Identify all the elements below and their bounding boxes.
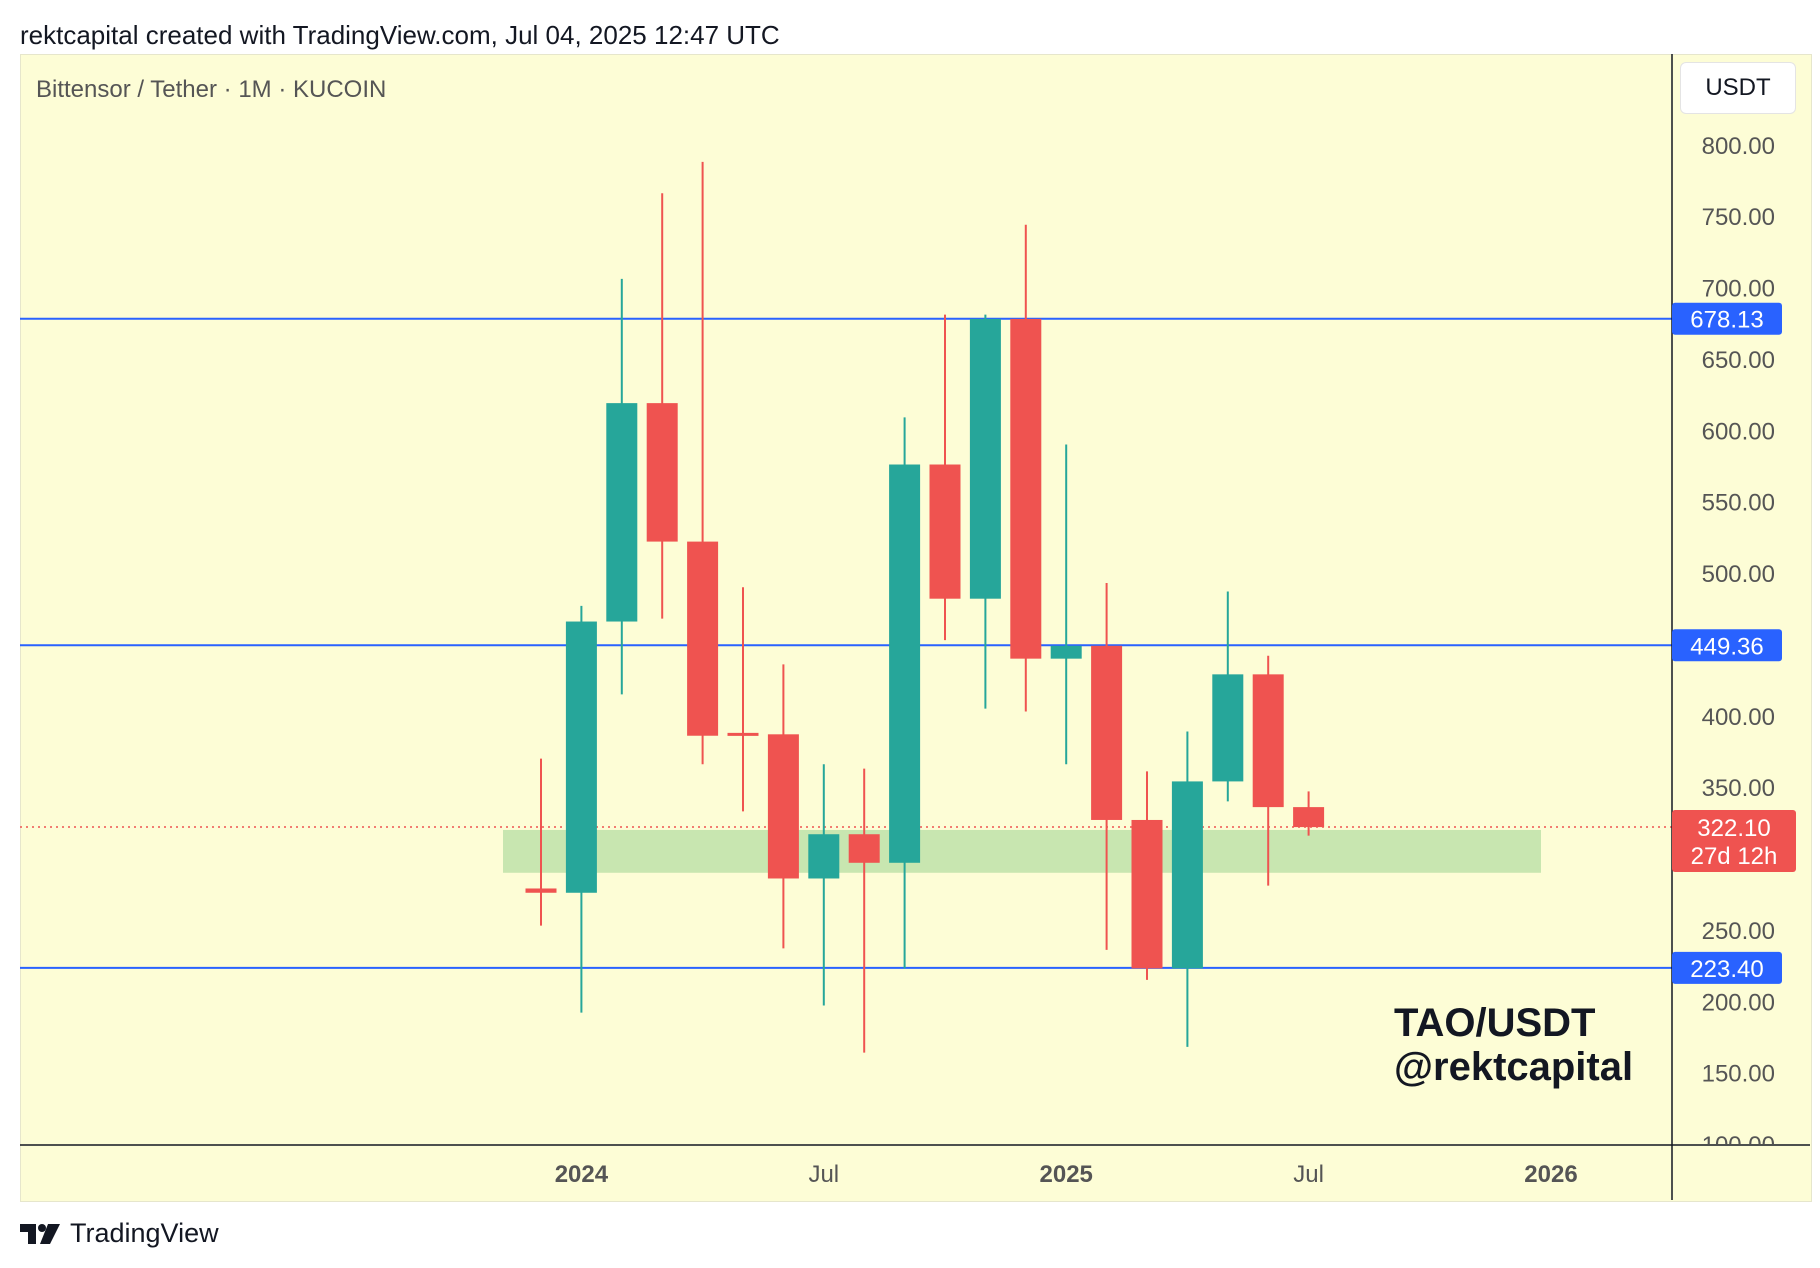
y-tick-label: 150.00 (1702, 1061, 1775, 1088)
candle-body[interactable] (1293, 807, 1325, 828)
y-tick-label: 550.00 (1702, 490, 1775, 517)
candle-body[interactable] (808, 834, 840, 879)
y-tick-label: 100.00 (1702, 1132, 1775, 1159)
candle-body[interactable] (646, 403, 678, 542)
tradingview-logo-icon (20, 1223, 60, 1244)
y-tick-label: 500.00 (1702, 561, 1775, 588)
candle-body[interactable] (1050, 645, 1082, 659)
current-price-countdown: 27d 12h (1691, 843, 1778, 870)
level-price-label: 678.13 (1690, 307, 1763, 334)
candle-body[interactable] (889, 464, 921, 863)
currency-button[interactable]: USDT (1680, 62, 1796, 114)
candle-body[interactable] (1212, 674, 1244, 782)
candle-body[interactable] (687, 541, 719, 736)
candle-body[interactable] (525, 888, 557, 893)
level-price-tag (1672, 302, 1782, 335)
x-tick-label: Jul (808, 1161, 839, 1188)
chart-header-text: rektcapital created with TradingView.com… (20, 20, 780, 50)
level-price-tag (1672, 951, 1782, 984)
level-price-tag (1672, 629, 1782, 662)
y-tick-label: 600.00 (1702, 418, 1775, 445)
watermark-author: @rektcapital (1394, 1045, 1633, 1089)
candle-body[interactable] (1131, 819, 1163, 969)
candle-body[interactable] (969, 318, 1001, 599)
x-tick-label: 2025 (1040, 1161, 1093, 1188)
candle-body[interactable] (1010, 318, 1042, 659)
candle-body[interactable] (929, 464, 961, 599)
symbol-title[interactable]: Bittensor / Tether · 1M · KUCOIN (36, 76, 387, 103)
level-price-label: 223.40 (1690, 956, 1763, 983)
x-tick-label: 2026 (1524, 1161, 1577, 1188)
y-tick-label: 250.00 (1702, 918, 1775, 945)
y-tick-label: 700.00 (1702, 276, 1775, 303)
x-tick-label: 2024 (555, 1161, 609, 1188)
candle-body[interactable] (1091, 645, 1123, 820)
candle-body[interactable] (848, 834, 880, 863)
y-tick-label: 650.00 (1702, 347, 1775, 374)
y-tick-label: 350.00 (1702, 775, 1775, 802)
tradingview-brand: TradingView (70, 1218, 219, 1248)
tradingview-logo[interactable]: TradingView (20, 1218, 219, 1249)
current-price-label: 322.10 (1697, 815, 1770, 842)
candle-body[interactable] (727, 732, 759, 736)
current-price-tag (1672, 809, 1796, 872)
candle-body[interactable] (1252, 674, 1284, 808)
candle-body[interactable] (767, 734, 799, 879)
y-tick-label: 200.00 (1702, 989, 1775, 1016)
level-price-label: 449.36 (1690, 633, 1763, 660)
candle-body[interactable] (606, 403, 638, 622)
x-tick-label: Jul (1293, 1161, 1324, 1188)
y-tick-label: 800.00 (1702, 133, 1775, 160)
candle-body[interactable] (565, 621, 597, 893)
support-zone (503, 829, 1541, 873)
watermark-pair: TAO/USDT (1394, 1001, 1595, 1045)
y-tick-label: 750.00 (1702, 204, 1775, 231)
candle-body[interactable] (1171, 781, 1203, 969)
y-tick-label: 400.00 (1702, 704, 1775, 731)
